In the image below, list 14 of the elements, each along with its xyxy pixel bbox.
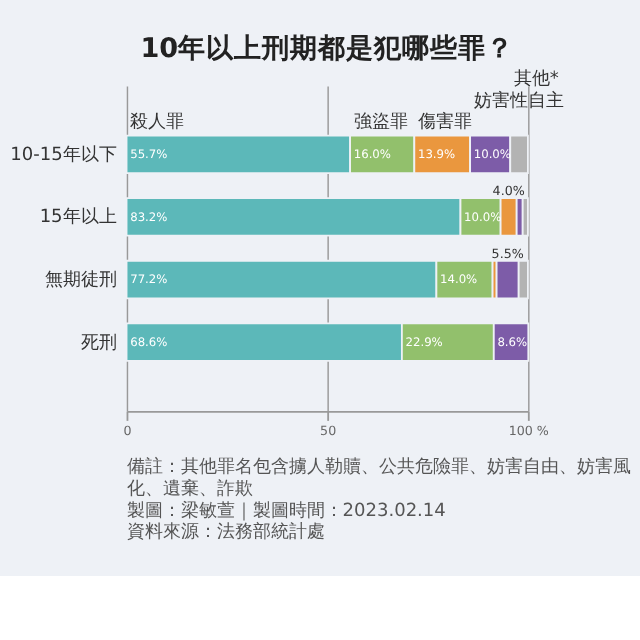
y-tick-label: 10-15年以下 <box>10 143 117 166</box>
bar <box>521 197 529 237</box>
series-label: 強盜罪 <box>353 111 408 134</box>
series-label: 殺人罪 <box>130 111 185 134</box>
y-tick-label: 死刑 <box>80 331 117 354</box>
y-tick-label: 15年以上 <box>39 206 117 229</box>
source-note: 資料來源：法務部統計處 <box>126 521 325 544</box>
series-label: 妨害性自主 <box>473 89 564 112</box>
y-tick-label: 無期徒刑 <box>44 268 117 291</box>
text: 其他* <box>513 67 560 90</box>
chart-title: 10年以上刑期都是犯哪些罪？ <box>140 32 515 65</box>
series-label: 傷害罪 <box>417 111 472 134</box>
text: 製圖：梁敏萱｜製圖時間：2023.02.14 <box>126 499 447 522</box>
text: 備註：其他罪名包含擄人勒贖、公共危險罪、妨害自由、妨害風化、遺棄、詐欺 <box>126 456 631 501</box>
